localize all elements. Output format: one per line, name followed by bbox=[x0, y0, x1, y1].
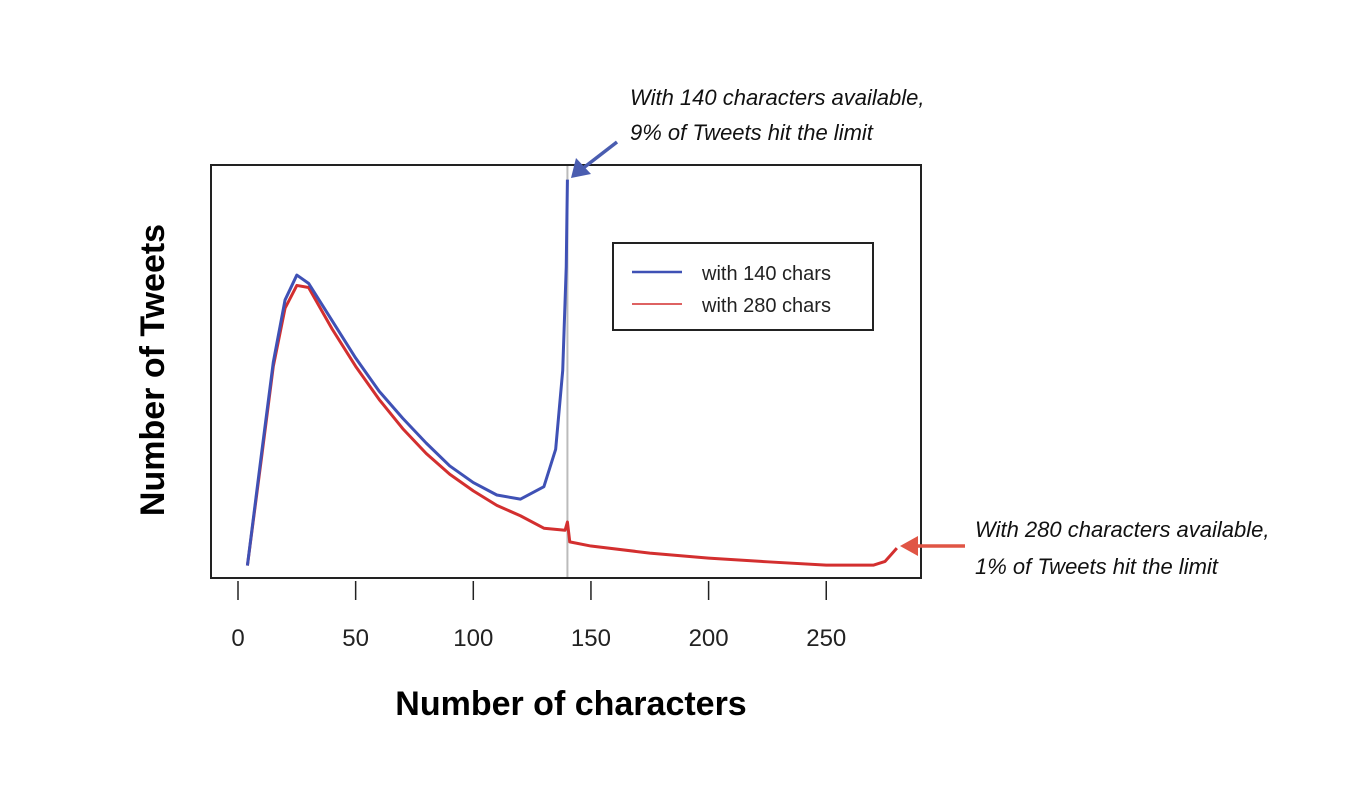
annotation-140-line2: 9% of Tweets hit the limit bbox=[630, 120, 874, 145]
x-axis-title: Number of characters bbox=[395, 685, 746, 723]
x-tick-label: 0 bbox=[231, 625, 244, 652]
annotation-280-line1: With 280 characters available, bbox=[975, 517, 1270, 542]
legend-box bbox=[612, 242, 874, 331]
x-tick-label: 50 bbox=[342, 625, 369, 652]
legend: with 140 chars with 280 chars bbox=[612, 242, 874, 331]
series-line-with-280-chars bbox=[245, 283, 898, 567]
annotation-140-line1: With 140 characters available, bbox=[630, 85, 925, 110]
x-tick-label: 100 bbox=[453, 625, 493, 652]
annotation-280: With 280 characters available, 1% of Twe… bbox=[900, 517, 1270, 579]
arrow-280-head-icon bbox=[900, 536, 918, 556]
annotation-280-line2: 1% of Tweets hit the limit bbox=[975, 554, 1219, 579]
legend-label-140: with 140 chars bbox=[701, 263, 831, 285]
y-axis-title: Number of Tweets bbox=[134, 224, 172, 516]
legend-label-280: with 280 chars bbox=[701, 295, 831, 317]
annotation-140: With 140 characters available, 9% of Twe… bbox=[571, 85, 925, 178]
x-tick-label: 250 bbox=[806, 625, 846, 652]
arrow-140-shaft bbox=[580, 140, 619, 171]
x-tick-label: 200 bbox=[689, 625, 729, 652]
arrow-140-head-icon bbox=[571, 158, 591, 178]
series-line-with-140-chars bbox=[245, 179, 569, 566]
x-tick-label: 150 bbox=[571, 625, 611, 652]
